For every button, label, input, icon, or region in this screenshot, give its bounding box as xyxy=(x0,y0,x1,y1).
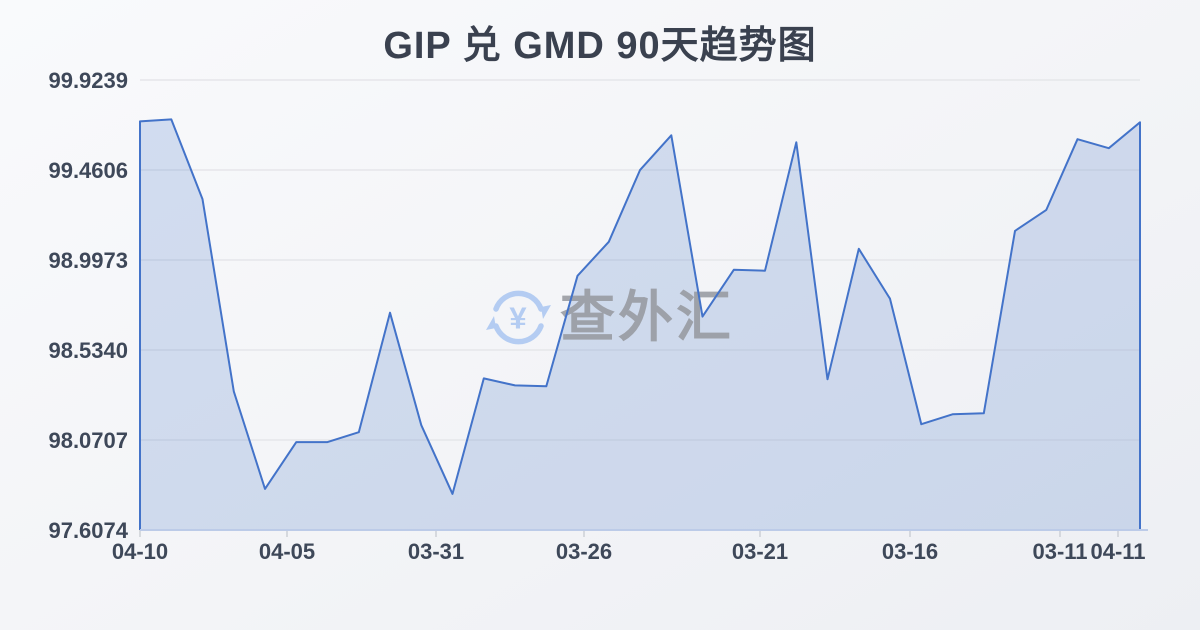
x-axis-tick-label: 04-10 xyxy=(112,539,168,564)
currency-exchange-icon xyxy=(486,290,551,345)
y-axis-tick-label: 97.6074 xyxy=(48,518,128,543)
trend-line xyxy=(139,118,1141,530)
area-fill xyxy=(140,119,1140,531)
x-axis-tick-label: 04-05 xyxy=(259,539,315,564)
y-axis-tick-label: 99.4606 xyxy=(48,158,128,183)
x-axis-tick-label: 03-26 xyxy=(556,539,612,564)
y-axis-tick-label: 98.5340 xyxy=(48,338,128,363)
y-axis-tick-label: 98.0707 xyxy=(48,428,128,453)
x-axis-tick-label: 03-11 xyxy=(1032,539,1087,564)
x-axis-tick-label: 03-21 xyxy=(732,539,788,564)
x-axis-tick-label: 03-16 xyxy=(882,539,938,564)
yen-symbol: ¥ xyxy=(509,301,527,336)
axis-labels: 99.9239 99.4606 98.9973 98.5340 98.0707 97.60… xyxy=(48,68,1145,564)
chart-title: GIP 兑 GMD 90天趋势图 xyxy=(383,25,817,67)
y-axis-tick-label: 98.9973 xyxy=(48,248,128,273)
watermark-brand-text: 查外汇 xyxy=(560,286,734,348)
x-axis-tick-label: 04-11 xyxy=(1090,539,1145,564)
watermark: ¥ 查外汇 xyxy=(486,286,734,348)
x-axis-tick-label: 03-31 xyxy=(408,539,464,564)
axis-layer xyxy=(139,529,1148,537)
y-axis-tick-label: 99.9239 xyxy=(48,68,128,93)
